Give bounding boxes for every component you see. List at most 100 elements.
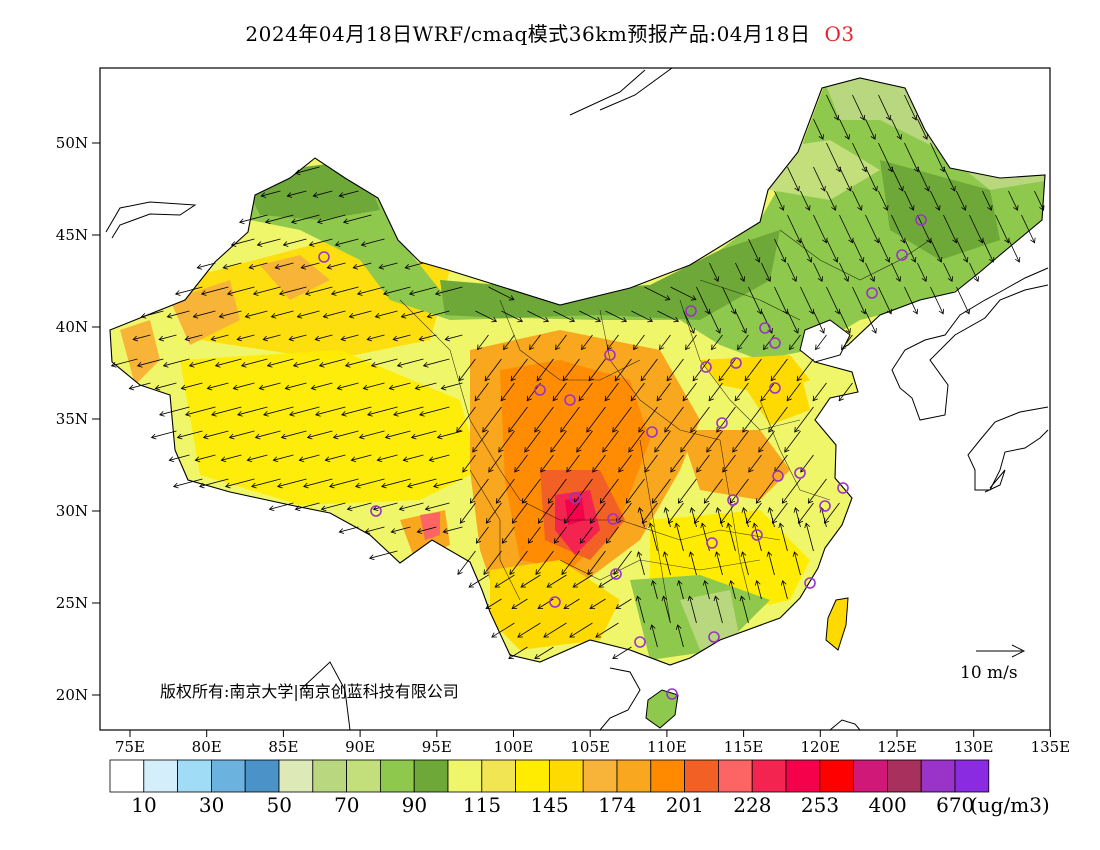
wind-arrow-icon xyxy=(521,478,541,504)
wind-arrow-icon xyxy=(508,646,528,660)
lat-label: 40N xyxy=(56,318,88,336)
wind-arrow-icon xyxy=(804,522,814,552)
lon-label: 125E xyxy=(877,738,917,756)
wind-arrow-icon xyxy=(475,526,489,544)
wind-arrow-icon xyxy=(270,310,294,319)
wind-arrow-icon xyxy=(244,310,268,319)
wind-arrow-icon xyxy=(552,382,567,402)
wind-arrow-icon xyxy=(602,430,619,453)
wind-arrow-icon xyxy=(436,430,463,440)
station-circle-icon xyxy=(700,361,712,373)
wind-arrow-icon xyxy=(813,310,825,334)
colorbar-label: 90 xyxy=(402,793,427,817)
wind-arrow-icon xyxy=(294,166,320,176)
colorbar-swatch xyxy=(143,759,179,793)
wind-arrow-icon xyxy=(282,238,307,247)
wind-arrow-icon xyxy=(292,358,320,368)
wind-arrow-icon xyxy=(550,430,567,453)
wind-arrow-icon xyxy=(742,406,762,433)
wind-arrow-icon xyxy=(930,286,945,315)
wind-arrow-icon xyxy=(246,454,268,463)
wind-arrow-icon xyxy=(560,406,580,433)
wind-arrow-icon xyxy=(218,310,242,319)
lon-label: 90E xyxy=(345,738,375,756)
wind-arrow-icon xyxy=(891,166,904,192)
wind-arrow-icon xyxy=(614,358,632,382)
wind-arrow-icon xyxy=(540,454,554,473)
colorbar-swatch xyxy=(312,759,347,793)
wind-arrow-icon xyxy=(520,574,541,588)
wind-arrow-icon xyxy=(774,286,789,315)
wind-arrow-icon xyxy=(314,334,333,342)
colorbar-swatch xyxy=(582,759,618,793)
wind-arrow-icon xyxy=(640,358,658,382)
wind-arrow-icon xyxy=(839,118,850,140)
wind-arrow-icon xyxy=(826,190,837,211)
wind-arrow-icon xyxy=(740,551,749,576)
colorbar-swatch xyxy=(549,759,584,793)
wind-arrow-icon xyxy=(344,358,372,368)
wind-arrow-icon xyxy=(648,522,658,552)
wind-arrow-icon xyxy=(674,522,684,552)
wind-arrow-icon xyxy=(1008,190,1019,211)
wind-arrow-icon xyxy=(761,262,771,282)
wind-arrow-icon xyxy=(587,550,606,575)
wind-arrow-icon xyxy=(511,502,528,524)
wind-arrow-icon xyxy=(650,580,658,600)
wind-arrow-icon xyxy=(289,406,320,417)
wind-arrow-icon xyxy=(400,310,424,319)
wind-arrow-icon xyxy=(320,502,346,512)
wind-arrow-icon xyxy=(477,334,489,351)
station-circle-icon xyxy=(730,357,742,369)
wind-arrow-icon xyxy=(670,454,684,473)
colorbar-swatch xyxy=(853,759,888,793)
wind-arrow-icon xyxy=(792,551,801,576)
colorbar-swatch xyxy=(785,759,821,793)
wind-field xyxy=(110,94,1045,660)
colorbar-label: 201 xyxy=(666,793,704,817)
wind-arrow-icon xyxy=(615,598,632,610)
wind-arrow-icon xyxy=(781,478,801,504)
wind-arrow-icon xyxy=(865,118,876,140)
wind-arrow-icon xyxy=(1008,238,1021,263)
wind-arrow-icon xyxy=(316,214,346,225)
wind-arrow-icon xyxy=(485,598,502,610)
wind-arrow-icon xyxy=(324,454,346,463)
colorbar-label: 10 xyxy=(131,793,156,817)
wind-arrow-icon xyxy=(408,286,437,296)
wind-arrow-icon xyxy=(713,595,723,624)
wind-arrow-icon xyxy=(708,382,723,402)
wind-arrow-icon xyxy=(511,598,528,610)
wind-arrow-icon xyxy=(754,580,762,600)
wind-arrow-icon xyxy=(737,334,749,351)
wind-arrow-icon xyxy=(758,430,775,453)
wind-arrow-icon xyxy=(579,526,593,544)
wind-arrow-icon xyxy=(390,526,411,534)
wind-arrow-icon xyxy=(576,430,593,453)
wind-arrow-icon xyxy=(500,382,515,402)
wind-arrow-icon xyxy=(666,358,684,382)
wind-arrow-icon xyxy=(484,358,502,382)
wind-arrow-icon xyxy=(364,526,385,534)
wind-arrow-icon xyxy=(702,580,710,600)
wind-reference-label: 10 m/s xyxy=(960,663,1018,683)
wind-arrow-icon xyxy=(501,310,524,323)
wind-arrow-icon xyxy=(334,238,359,247)
wind-arrow-icon xyxy=(196,262,216,270)
pollutant-label: O3 xyxy=(824,22,855,46)
wind-arrow-icon xyxy=(468,574,489,588)
station-circle-icon xyxy=(564,394,576,406)
wind-arrow-icon xyxy=(956,238,969,263)
wind-arrow-icon xyxy=(767,507,775,528)
wind-arrow-icon xyxy=(735,310,747,334)
colorbar-swatch xyxy=(954,759,990,793)
wind-arrow-icon xyxy=(200,286,229,296)
wind-arrow-icon xyxy=(434,286,463,296)
wind-arrow-icon xyxy=(527,310,550,323)
wind-arrow-icon xyxy=(774,238,787,263)
wind-arrow-icon xyxy=(424,502,450,512)
wind-arrow-icon xyxy=(498,430,515,453)
lat-label: 20N xyxy=(56,686,88,704)
colorbar-swatch xyxy=(718,759,753,793)
wind-arrow-icon xyxy=(260,190,281,198)
